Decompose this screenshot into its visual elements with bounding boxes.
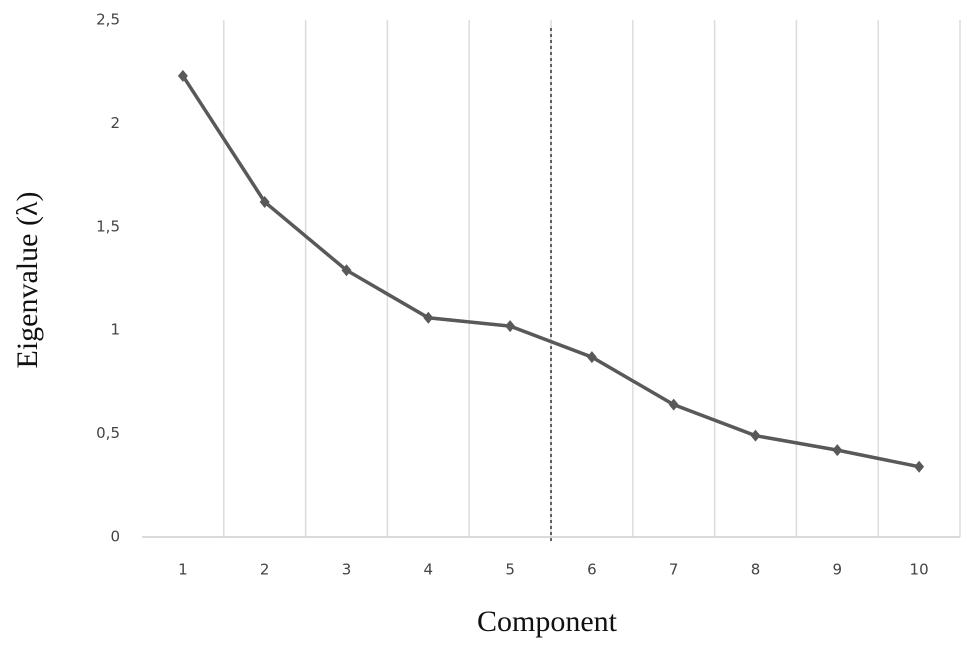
x-tick-label: 7 (669, 561, 679, 579)
series-line (181, 74, 920, 469)
marker (423, 311, 434, 324)
x-tick-label: 1 (178, 561, 188, 579)
marker (914, 460, 925, 473)
y-tick-label: 1 (110, 321, 120, 339)
x-tick-label: 10 (910, 561, 929, 579)
marker (177, 69, 188, 82)
x-tick-label: 9 (833, 561, 843, 579)
marker (586, 351, 597, 364)
marker (750, 429, 761, 442)
x-tick-label: 4 (424, 561, 434, 579)
x-tick-label: 6 (587, 561, 597, 579)
marker (341, 264, 352, 277)
x-tick-label: 8 (751, 561, 761, 579)
x-axis-title: Component (477, 605, 618, 638)
y-tick-label: 2 (110, 114, 120, 132)
y-tick-label: 0,5 (96, 424, 120, 442)
marker (832, 444, 843, 457)
marker (505, 320, 516, 333)
x-tick-label: 2 (260, 561, 270, 579)
y-tick-label: 2,5 (96, 11, 120, 29)
marker (668, 398, 679, 411)
x-tick-label: 5 (505, 561, 515, 579)
x-tick-label: 3 (342, 561, 352, 579)
y-tick-label: 1,5 (96, 217, 120, 235)
y-tick-label: 0 (110, 528, 120, 546)
y-axis-title: Eigenvalue (λ) (11, 192, 44, 369)
marker (259, 195, 270, 208)
